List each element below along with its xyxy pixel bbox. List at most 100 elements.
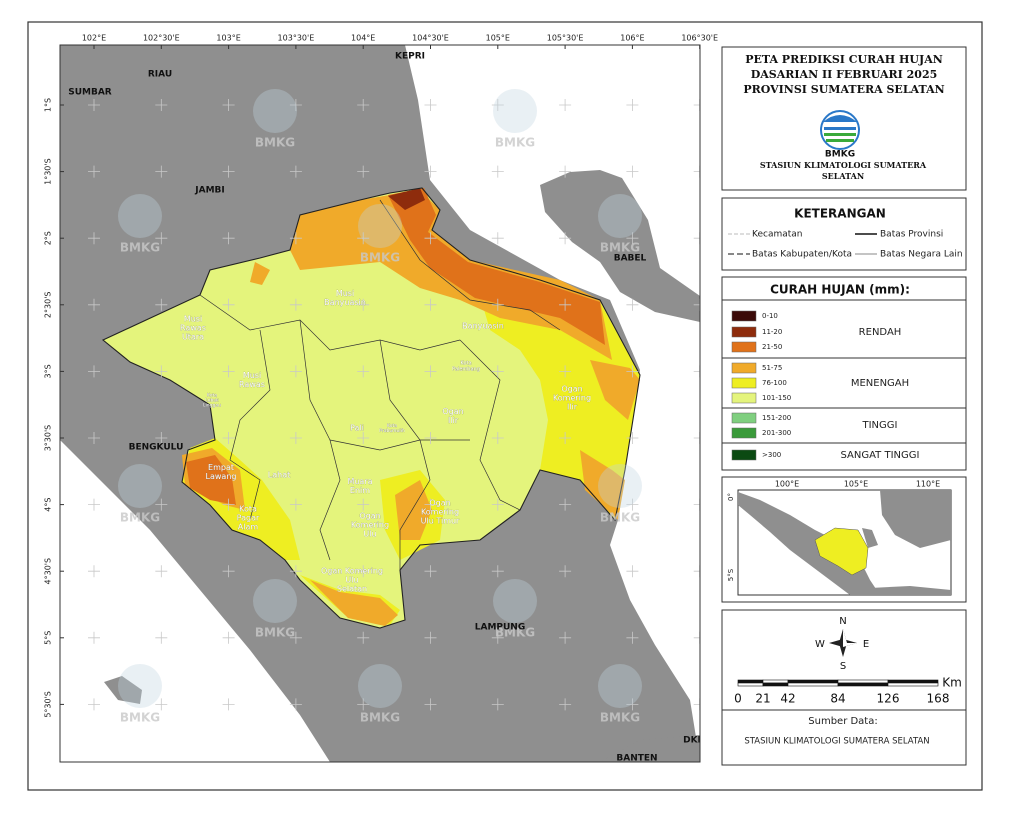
- legend-swatch: [731, 412, 757, 424]
- graticule-cross: [424, 432, 437, 444]
- district-label: Musi: [184, 314, 202, 323]
- legend-class-label: 11-20: [762, 328, 782, 336]
- graticule-cross: [155, 365, 168, 378]
- watermark: BMKG: [495, 136, 535, 150]
- map-labels: BMKG BMKG BMKG BMKG BMKG BMKG BMKG BMKG BMKG BMKG…: [68, 52, 700, 763]
- watermark-logo: [253, 579, 297, 623]
- watermark-logo: [358, 204, 402, 248]
- district-label: Musi: [336, 289, 354, 298]
- legend-class-label: 151-200: [762, 414, 791, 422]
- region-label: SUMBAR: [68, 88, 112, 98]
- graticule-cross: [626, 365, 639, 378]
- compass-w: W: [815, 639, 825, 650]
- legend-swatch: [731, 427, 757, 439]
- legend-class-label: 201-300: [762, 429, 791, 437]
- graticule-cross: [491, 498, 504, 511]
- graticule-cross: [559, 631, 572, 644]
- graticule-cross: [88, 565, 100, 578]
- graticule-cross: [155, 298, 168, 311]
- graticule-cross: [357, 99, 370, 111]
- graticule-cross: [626, 99, 639, 111]
- boundary: [299, 319, 341, 561]
- graticule-cross: [357, 232, 370, 245]
- graticule-cross: [222, 631, 235, 644]
- compass-highlight: [843, 629, 847, 643]
- graticule-cross: [222, 432, 235, 444]
- keterangan-panel: [721, 197, 967, 271]
- logo-wave: [824, 127, 856, 130]
- graticule-cross: [424, 631, 437, 644]
- graticule-cross: [88, 165, 100, 178]
- longitude-label: 106°30'E: [681, 34, 718, 43]
- latitude-label: 5°S: [44, 631, 53, 645]
- latitude-label: 1°S: [44, 98, 53, 112]
- longitude-label: 102°30'E: [143, 34, 180, 43]
- district-label: Linggau: [203, 403, 221, 409]
- district-label: Ogan: [442, 407, 463, 416]
- district-label: Ulu Timur: [421, 517, 460, 526]
- district-label: Rawas: [180, 324, 206, 333]
- legend-class-label: 0-10: [762, 312, 778, 320]
- legend-class-label: >300: [762, 451, 781, 459]
- longitude-label: 104°E: [351, 34, 375, 43]
- graticule-cross: [222, 99, 235, 111]
- watermark: BMKG: [495, 626, 535, 640]
- district-label: Ogan Komering: [321, 566, 383, 575]
- watermark: BMKG: [600, 711, 640, 725]
- legend-swatch: [731, 392, 757, 404]
- title-line: PROVINSI SUMATERA SELATAN: [743, 83, 944, 96]
- keterangan-item: Batas Provinsi: [880, 230, 943, 240]
- rainfall-zone: [388, 188, 425, 210]
- map-frame: [59, 44, 701, 763]
- graticule-cross: [559, 365, 572, 378]
- legend-group-label: TINGGI: [862, 420, 898, 431]
- graticule-cross: [222, 365, 235, 378]
- graticule-cross: [289, 232, 302, 245]
- watermark-logo: [598, 664, 642, 708]
- graticule-cross: [289, 631, 302, 644]
- district-label: Lawang: [206, 472, 237, 481]
- boundary: [379, 199, 561, 331]
- legend-swatch: [731, 326, 757, 338]
- longitude-label: 106°E: [620, 34, 644, 43]
- district-label: Komering: [351, 521, 389, 530]
- scale-label: 21: [755, 692, 770, 706]
- graticule-cross: [88, 498, 100, 511]
- inset-lon-label: 105°E: [844, 480, 868, 489]
- graticule-cross: [289, 498, 302, 511]
- district-label: Ogan: [359, 511, 380, 520]
- district-label: Enim: [350, 486, 370, 495]
- watermark: BMKG: [255, 136, 295, 150]
- rainfall-zone: [590, 360, 640, 420]
- graticule-cross: [424, 565, 437, 578]
- district-label: Kota: [387, 423, 397, 429]
- graticule-cross: [491, 432, 504, 444]
- graticule-cross: [88, 232, 100, 245]
- longitude-label: 102°E: [82, 34, 106, 43]
- legend-swatch: [731, 341, 757, 353]
- graticule-cross: [88, 698, 100, 711]
- graticule-cross: [491, 698, 504, 711]
- graticule-cross: [88, 99, 100, 111]
- latitude-label: 3°S: [44, 364, 53, 378]
- scale-label: 84: [830, 692, 845, 706]
- graticule-cross: [424, 165, 437, 178]
- logo-wave: [826, 139, 854, 142]
- graticule-cross: [491, 631, 504, 644]
- district-label: Banyuasin: [462, 322, 504, 331]
- district-label: Kota: [239, 504, 257, 513]
- bmkg-logo: [820, 110, 860, 150]
- watermark-logo: [493, 579, 537, 623]
- legend-group-label: MENENGAH: [851, 378, 909, 389]
- district-label: Kota: [207, 392, 217, 398]
- latitude-label: 2°30'S: [44, 292, 53, 319]
- graticule-cross: [289, 298, 302, 311]
- latitude-label: 2°S: [44, 231, 53, 245]
- rainfall-zone: [580, 450, 625, 520]
- longitude-label: 104°30'E: [412, 34, 449, 43]
- scale-label: 42: [780, 692, 795, 706]
- rainfall-zone: [388, 188, 605, 345]
- region-label: KEPRI: [395, 52, 425, 62]
- graticule-cross: [222, 298, 235, 311]
- graticule-cross: [222, 232, 235, 245]
